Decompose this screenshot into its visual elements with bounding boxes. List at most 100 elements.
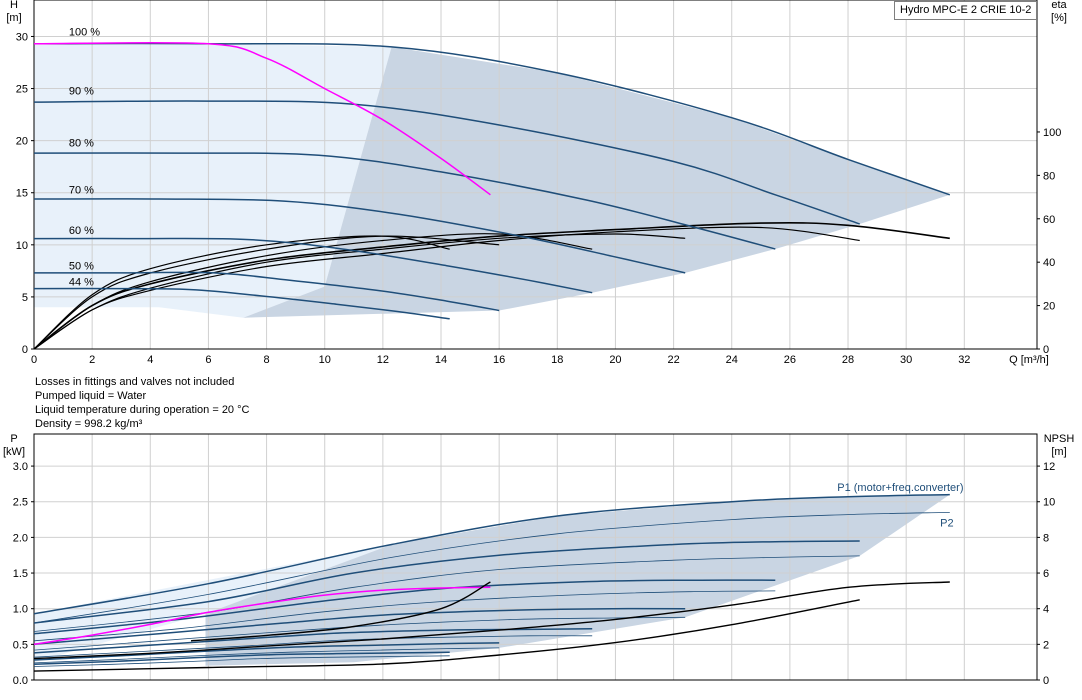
note-losses: Losses in fittings and valves not includ… bbox=[35, 376, 235, 388]
qh-grid bbox=[34, 0, 1037, 349]
qh-x-tick-label: 6 bbox=[205, 354, 211, 366]
qh-x-tick-label: 2 bbox=[89, 354, 95, 366]
qh-y2-axis-unit: [%] bbox=[1051, 12, 1067, 24]
head-curve-80 bbox=[33, 152, 776, 250]
qh-y2-tick-label: 80 bbox=[1043, 170, 1055, 182]
power-y2-axis-unit: [m] bbox=[1051, 446, 1066, 458]
efficiency-curve-3 bbox=[33, 233, 593, 350]
qh-y2-axis-label: eta bbox=[1051, 0, 1067, 11]
npsh-curve-0 bbox=[33, 581, 950, 660]
qh-x-tick-label: 32 bbox=[958, 354, 970, 366]
qh-y2-tick-label: 0 bbox=[1043, 344, 1049, 356]
efficiency-curve-0 bbox=[33, 221, 950, 350]
qh-y-tick-label: 5 bbox=[22, 292, 28, 304]
qh-y-tick-label: 30 bbox=[16, 31, 28, 43]
speed-label-3: 70 % bbox=[69, 185, 94, 197]
head-curve-70 bbox=[33, 198, 686, 274]
qh-x-tick-label: 28 bbox=[842, 354, 854, 366]
chart-notes: Losses in fittings and valves not includ… bbox=[35, 375, 249, 431]
head-curve-50 bbox=[33, 271, 500, 312]
p2-curve-4 bbox=[33, 635, 593, 658]
efficiency-curve-1 bbox=[33, 226, 860, 350]
efficiency-curve-5 bbox=[33, 235, 450, 350]
qh-region-extended bbox=[34, 43, 392, 318]
power-y2-tick-label: 4 bbox=[1043, 604, 1049, 616]
power-y-axis-label: P bbox=[10, 433, 17, 445]
power-frame bbox=[33, 433, 1038, 681]
note-density: Density = 998.2 kg/m³ bbox=[35, 418, 143, 430]
qh-frame bbox=[33, 0, 1038, 350]
p2-curve-2 bbox=[33, 590, 776, 642]
power-y-tick-label: 1.5 bbox=[13, 568, 28, 580]
power-y-tick-label: 3.0 bbox=[13, 461, 28, 473]
p1-curve-3 bbox=[33, 607, 686, 646]
speed-label-6: 44 % bbox=[69, 276, 94, 288]
system-curve bbox=[33, 41, 491, 196]
qh-y-tick-label: 10 bbox=[16, 240, 28, 252]
qh-y2-tick-label: 60 bbox=[1043, 214, 1055, 226]
p2-curve-5 bbox=[33, 647, 500, 664]
qh-y-tick-label: 0 bbox=[22, 344, 28, 356]
power-y2-axis-label: NPSH bbox=[1044, 433, 1075, 445]
qh-x-tick-label: 30 bbox=[900, 354, 912, 366]
head-curve-44 bbox=[33, 287, 450, 320]
speed-label-1: 90 % bbox=[69, 86, 94, 98]
qh-y-axis-unit: [m] bbox=[6, 12, 21, 24]
note-temperature: Liquid temperature during operation = 20… bbox=[35, 404, 250, 416]
qh-x-tick-label: 22 bbox=[667, 354, 679, 366]
qh-x-tick-label: 18 bbox=[551, 354, 563, 366]
chart-title: Hydro MPC-E 2 CRIE 10-2 bbox=[894, 1, 1038, 20]
qh-x-tick-label: 8 bbox=[264, 354, 270, 366]
power-y-tick-label: 2.0 bbox=[13, 532, 28, 544]
p2-curve-6 bbox=[33, 655, 450, 667]
p1-curve-0 bbox=[33, 493, 950, 615]
power-y-tick-label: 0.5 bbox=[13, 639, 28, 651]
note-liquid: Pumped liquid = Water bbox=[35, 390, 147, 402]
power-y2-tick-label: 2 bbox=[1043, 639, 1049, 651]
p1-curve-2 bbox=[33, 579, 776, 635]
series-label-0: P1 (motor+freq.converter) bbox=[837, 482, 963, 494]
qh-x-tick-label: 14 bbox=[435, 354, 447, 366]
qh-x-tick-label: 10 bbox=[319, 354, 331, 366]
p1-curve-1 bbox=[33, 540, 860, 624]
head-curve-60 bbox=[33, 237, 593, 294]
power-y2-tick-label: 0 bbox=[1043, 675, 1049, 687]
qh-region-operating bbox=[243, 46, 950, 318]
power-y2-tick-label: 12 bbox=[1043, 461, 1055, 473]
qh-y-axis-label: H bbox=[10, 0, 18, 11]
qh-x-tick-label: 24 bbox=[726, 354, 738, 366]
speed-label-0: 100 % bbox=[69, 26, 100, 38]
qh-x-tick-label: 12 bbox=[377, 354, 389, 366]
qh-y2-tick-label: 40 bbox=[1043, 257, 1055, 269]
power-y-tick-label: 2.5 bbox=[13, 497, 28, 509]
power-grid bbox=[34, 434, 1037, 680]
qh-x-axis-label: Q [m³/h] bbox=[1009, 354, 1049, 366]
speed-label-5: 50 % bbox=[69, 261, 94, 273]
power-y-axis-unit: [kW] bbox=[3, 446, 25, 458]
qh-y-tick-label: 20 bbox=[16, 136, 28, 148]
p2-curve-3 bbox=[33, 616, 686, 651]
qh-y2-tick-label: 20 bbox=[1043, 301, 1055, 313]
system-power-curve bbox=[33, 586, 491, 646]
speed-label-2: 80 % bbox=[69, 138, 94, 150]
power-y2-tick-label: 6 bbox=[1043, 568, 1049, 580]
qh-x-tick-label: 0 bbox=[31, 354, 37, 366]
qh-x-tick-label: 20 bbox=[609, 354, 621, 366]
p1-curve-5 bbox=[33, 642, 500, 661]
series-label-1: P2 bbox=[940, 517, 953, 529]
power-y2-tick-label: 8 bbox=[1043, 532, 1049, 544]
qh-x-tick-label: 16 bbox=[493, 354, 505, 366]
power-region-extended bbox=[34, 544, 392, 663]
qh-x-tick-label: 26 bbox=[784, 354, 796, 366]
qh-x-tick-label: 4 bbox=[147, 354, 153, 366]
efficiency-curve-2 bbox=[33, 233, 686, 350]
qh-y-tick-label: 15 bbox=[16, 188, 28, 200]
efficiency-curve-4 bbox=[33, 235, 500, 350]
power-y-tick-label: 0.0 bbox=[13, 675, 28, 687]
p2-curve-0 bbox=[33, 512, 950, 624]
power-npsh-chart: 0.0 0.5 1.0 1.5 2.0 2.5 3.0 0 2 4 6 8 10 12 P[kW] NPSH[… bbox=[3, 433, 1074, 687]
qh-y2-tick-label: 100 bbox=[1043, 127, 1061, 139]
npsh-curve-1 bbox=[33, 599, 860, 672]
